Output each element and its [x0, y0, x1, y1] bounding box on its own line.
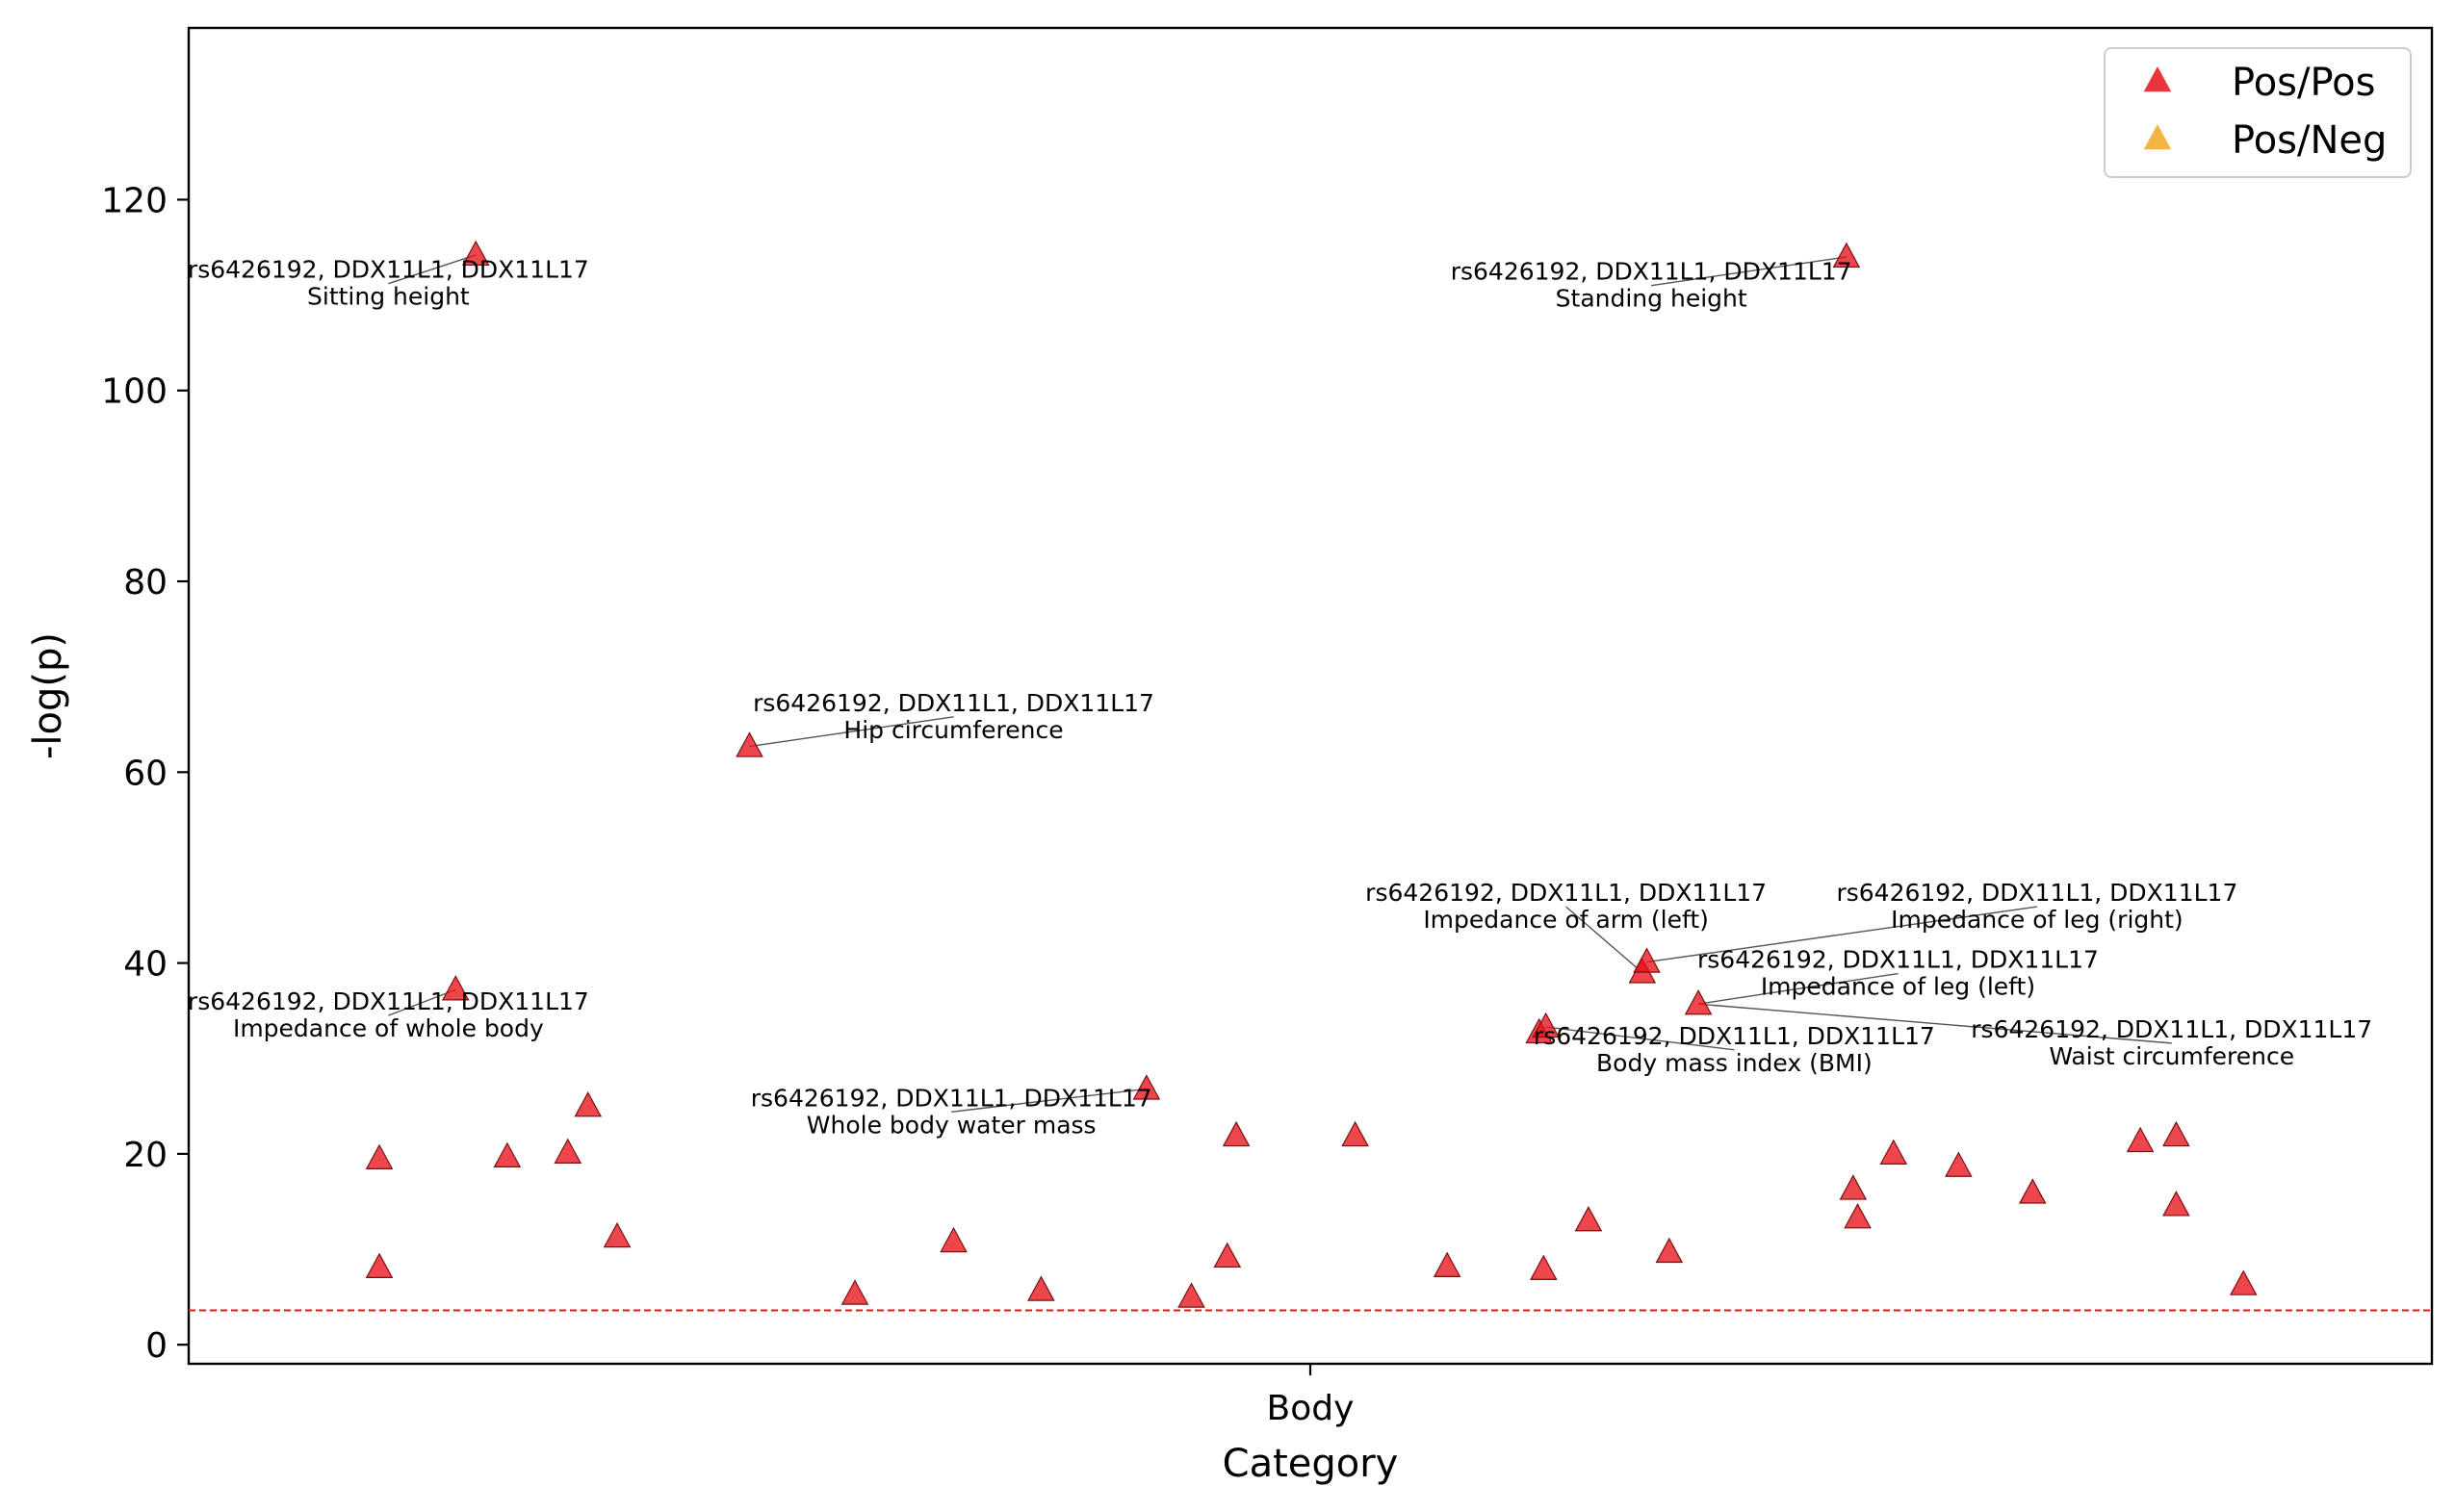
data-point	[365, 1252, 394, 1278]
data-point	[461, 240, 490, 267]
annotation-connector	[1545, 1026, 1735, 1051]
legend-label: Pos/Pos	[2232, 61, 2376, 105]
data-point	[2229, 1269, 2258, 1295]
data-point	[1839, 1174, 1868, 1200]
annotation-connectors	[388, 254, 2172, 1113]
y-tick-label: 60	[123, 754, 168, 793]
annotation-trait-label: Impedance of leg (left)	[1761, 973, 2035, 1001]
legend-marker	[2143, 66, 2172, 92]
annotation-snp-label: rs6426192, DDX11L1, DDX11L17	[1836, 879, 2237, 907]
data-point	[493, 1141, 522, 1167]
data-point	[2126, 1126, 2155, 1153]
data-point	[2162, 1120, 2190, 1147]
data-point	[574, 1091, 603, 1117]
data-point	[1655, 1237, 1684, 1264]
legend-label: Pos/Neg	[2232, 118, 2387, 163]
data-point	[1532, 1012, 1560, 1038]
data-point	[1844, 1203, 1872, 1229]
data-points	[365, 240, 2258, 1308]
data-point	[603, 1221, 632, 1248]
annotation-snp-label: rs6426192, DDX11L1, DDX11L17	[753, 689, 1154, 717]
data-point	[1222, 1120, 1251, 1147]
data-point	[1433, 1251, 1461, 1277]
annotation-trait-label: Impedance of leg (right)	[1891, 906, 2184, 934]
data-point	[441, 975, 470, 1001]
data-point	[1832, 242, 1861, 269]
data-point	[2162, 1191, 2190, 1217]
legend-box	[2104, 47, 2412, 178]
annotation-snp-label: rs6426192, DDX11L1, DDX11L17	[751, 1084, 1152, 1112]
y-tick-label: 0	[145, 1326, 168, 1366]
y-tick-label: 20	[123, 1136, 168, 1175]
annotation-connector	[388, 254, 477, 285]
annotation-trait-label: Hip circumference	[843, 716, 1063, 744]
data-point	[1530, 1254, 1558, 1280]
annotation-connector	[1698, 1003, 2172, 1044]
x-axis-title: Category	[1223, 1442, 1399, 1486]
data-point	[1213, 1242, 1242, 1269]
x-tick-label: Body	[1267, 1389, 1355, 1428]
annotation-trait-label: Waist circumference	[2049, 1042, 2294, 1070]
annotation-snp-label: rs6426192, DDX11L1, DDX11L17	[1971, 1015, 2372, 1043]
y-axis: 0 20 40 60 80 100 120	[101, 181, 189, 1366]
annotation-trait-label: Body mass index (BMI)	[1596, 1049, 1873, 1077]
data-point	[1945, 1151, 1973, 1177]
annotation-connector	[1565, 906, 1643, 974]
data-point	[1574, 1206, 1603, 1232]
data-point	[840, 1279, 869, 1305]
y-tick-label: 100	[101, 372, 168, 412]
annotation-snp-label: rs6426192, DDX11L1, DDX11L17	[1697, 946, 2099, 974]
data-point	[1027, 1275, 1055, 1301]
annotation-connector	[951, 1088, 1147, 1113]
data-point	[1879, 1139, 1908, 1165]
data-point	[1684, 988, 1713, 1015]
data-point	[736, 731, 763, 757]
annotation-trait-label: Whole body water mass	[807, 1111, 1097, 1139]
data-point	[1132, 1074, 1161, 1100]
annotation-snp-label: rs6426192, DDX11L1, DDX11L17	[188, 987, 589, 1015]
data-point	[1633, 947, 1661, 973]
annotation-connector	[749, 716, 954, 748]
annotation-trait-label: Standing height	[1556, 285, 1747, 313]
data-point	[554, 1138, 582, 1164]
data-point	[2018, 1178, 2047, 1204]
data-point	[365, 1143, 394, 1169]
y-tick-label: 80	[123, 563, 168, 602]
annotation-trait-label: Sitting height	[307, 283, 470, 311]
annotation-snp-label: rs6426192, DDX11L1, DDX11L17	[188, 256, 589, 284]
data-point	[1341, 1120, 1369, 1147]
annotation-connector	[1646, 906, 2038, 963]
y-tick-label: 40	[123, 945, 168, 985]
annotation-snp-label: rs6426192, DDX11L1, DDX11L17	[1365, 879, 1767, 907]
x-axis: Body	[1267, 1364, 1355, 1428]
annotation-snp-label: rs6426192, DDX11L1, DDX11L17	[1534, 1022, 1935, 1050]
annotation-connector	[388, 988, 456, 1016]
annotation-connector	[1651, 256, 1847, 287]
y-tick-label: 120	[101, 181, 168, 220]
legend-marker	[2143, 124, 2172, 150]
legend: Pos/Pos Pos/Neg	[2104, 47, 2412, 178]
data-point	[1177, 1282, 1205, 1308]
data-point	[940, 1226, 968, 1253]
annotation-snp-label: rs6426192, DDX11L1, DDX11L17	[1451, 258, 1852, 286]
annotation-trait-label: Impedance of whole body	[233, 1014, 544, 1042]
y-axis-title: -log(p)	[26, 632, 70, 759]
annotation-connector	[1697, 972, 1899, 1005]
annotation-trait-label: Impedance of arm (left)	[1423, 906, 1709, 934]
